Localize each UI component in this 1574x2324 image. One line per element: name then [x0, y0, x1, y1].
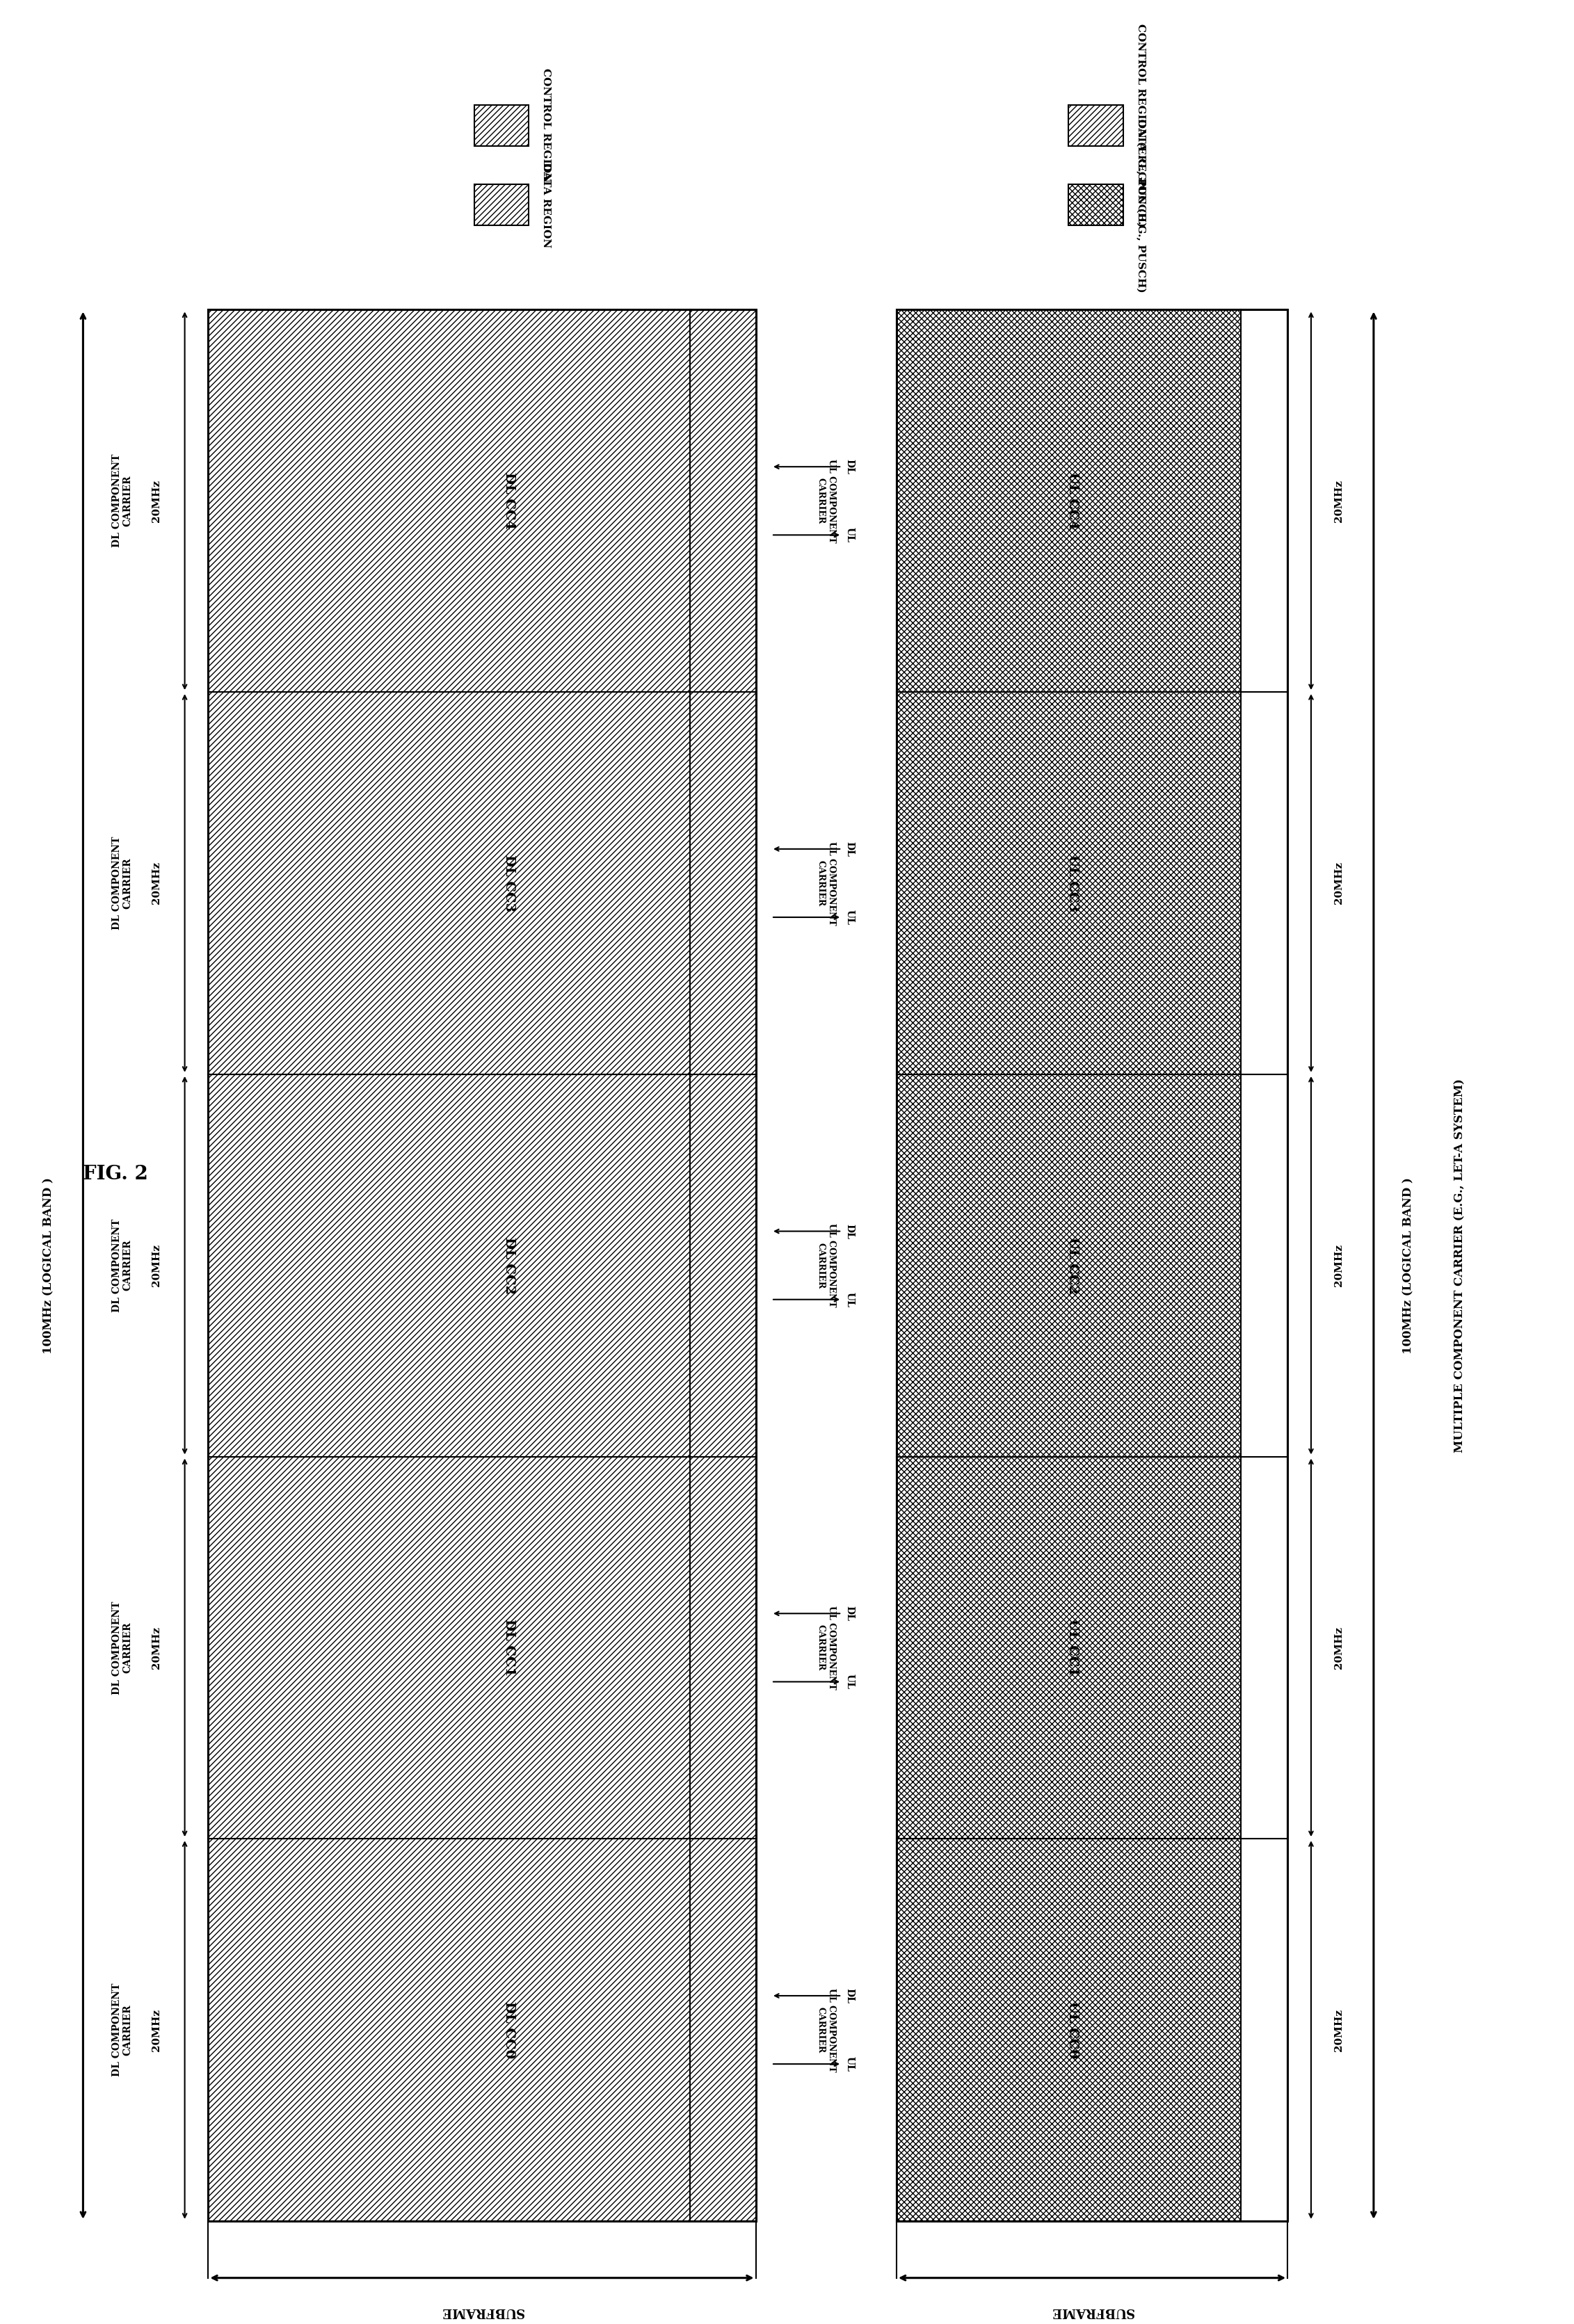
Text: DL: DL: [845, 460, 855, 474]
Text: 20MHz: 20MHz: [151, 479, 162, 523]
Bar: [208, 309, 689, 693]
Bar: [1069, 184, 1124, 225]
Text: 100MHz (LOGICAL BAND ): 100MHz (LOGICAL BAND ): [1402, 1176, 1413, 1353]
Bar: [474, 184, 529, 225]
Text: UL COMPONENT
CARRIER: UL COMPONENT CARRIER: [817, 1987, 836, 2071]
Bar: [689, 1074, 756, 1457]
Bar: [897, 1838, 1240, 2222]
Bar: [897, 309, 1288, 2222]
Text: UL CC1: UL CC1: [1066, 1620, 1078, 1676]
Text: DL COMPONENT
CARRIER: DL COMPONENT CARRIER: [112, 1218, 132, 1313]
Text: DATA REGION: DATA REGION: [541, 163, 551, 249]
Text: DL CC2: DL CC2: [504, 1236, 516, 1294]
Text: UL CC4: UL CC4: [1066, 472, 1078, 530]
Bar: [208, 1457, 689, 1838]
Text: SUBFRAME: SUBFRAME: [441, 2305, 524, 2317]
Text: DL: DL: [845, 1987, 855, 2003]
Text: DL COMPONENT
CARRIER: DL COMPONENT CARRIER: [112, 1982, 132, 2078]
Bar: [897, 1457, 1240, 1838]
Bar: [897, 693, 1240, 1074]
Text: 20MHz: 20MHz: [151, 1627, 162, 1669]
Text: DL CC4: DL CC4: [504, 472, 516, 530]
Text: CONTROL REGION: CONTROL REGION: [541, 67, 551, 181]
Bar: [689, 693, 756, 1074]
Bar: [474, 105, 529, 146]
Bar: [689, 309, 756, 693]
Bar: [1240, 309, 1288, 693]
Text: UL COMPONENT
CARRIER: UL COMPONENT CARRIER: [817, 458, 836, 544]
Text: DL CC1: DL CC1: [504, 1620, 516, 1676]
Bar: [689, 1838, 756, 2222]
Bar: [1240, 693, 1288, 1074]
Text: UL COMPONENT
CARRIER: UL COMPONENT CARRIER: [817, 1222, 836, 1308]
Text: 20MHz: 20MHz: [1335, 479, 1344, 523]
Text: FIG. 2: FIG. 2: [83, 1164, 148, 1183]
Bar: [1240, 1838, 1288, 2222]
Text: UL: UL: [845, 1673, 855, 1690]
Text: SUBFRAME: SUBFRAME: [1050, 2305, 1133, 2317]
Text: DL COMPONENT
CARRIER: DL COMPONENT CARRIER: [112, 1601, 132, 1694]
Text: DL CC3: DL CC3: [504, 855, 516, 911]
Text: 20MHz: 20MHz: [1335, 1243, 1344, 1287]
Text: UL COMPONENT
CARRIER: UL COMPONENT CARRIER: [817, 1606, 836, 1690]
Bar: [1240, 1074, 1288, 1457]
Text: UL: UL: [845, 528, 855, 541]
Text: MULTIPLE COMPONENT CARRIER (E.G., LET-A SYSTEM): MULTIPLE COMPONENT CARRIER (E.G., LET-A …: [1454, 1078, 1465, 1452]
Text: UL CC2: UL CC2: [1066, 1236, 1078, 1294]
Text: 20MHz: 20MHz: [151, 2008, 162, 2052]
Text: 100MHz (LOGICAL BAND ): 100MHz (LOGICAL BAND ): [42, 1176, 55, 1353]
Text: DL COMPONENT
CARRIER: DL COMPONENT CARRIER: [112, 837, 132, 930]
Text: 20MHz: 20MHz: [151, 1243, 162, 1287]
Text: DL: DL: [845, 1606, 855, 1622]
Text: DL: DL: [845, 841, 855, 858]
Bar: [208, 1074, 689, 1457]
Bar: [208, 693, 689, 1074]
Text: UL CC3: UL CC3: [1066, 855, 1078, 911]
Text: DL COMPONENT
CARRIER: DL COMPONENT CARRIER: [112, 453, 132, 548]
Text: 20MHz: 20MHz: [1335, 1627, 1344, 1669]
Text: DL: DL: [845, 1225, 855, 1239]
Bar: [689, 1457, 756, 1838]
Text: DL CC0: DL CC0: [504, 2001, 516, 2059]
Text: UL: UL: [845, 2057, 855, 2071]
Text: 20MHz: 20MHz: [1335, 862, 1344, 904]
Text: UL: UL: [845, 1292, 855, 1306]
Bar: [208, 309, 756, 2222]
Text: UL COMPONENT
CARRIER: UL COMPONENT CARRIER: [817, 841, 836, 925]
Text: DATA REGION (E.G., PUSCH): DATA REGION (E.G., PUSCH): [1136, 119, 1146, 293]
Text: CONTROL REGION (E.G., PUCCH): CONTROL REGION (E.G., PUCCH): [1136, 23, 1146, 228]
Bar: [1069, 105, 1124, 146]
Bar: [1240, 1457, 1288, 1838]
Text: 20MHz: 20MHz: [151, 862, 162, 904]
Bar: [897, 1074, 1240, 1457]
Bar: [208, 1838, 689, 2222]
Bar: [897, 309, 1240, 693]
Text: 20MHz: 20MHz: [1335, 2008, 1344, 2052]
Text: UL: UL: [845, 909, 855, 925]
Text: UL CC0: UL CC0: [1066, 2001, 1078, 2059]
